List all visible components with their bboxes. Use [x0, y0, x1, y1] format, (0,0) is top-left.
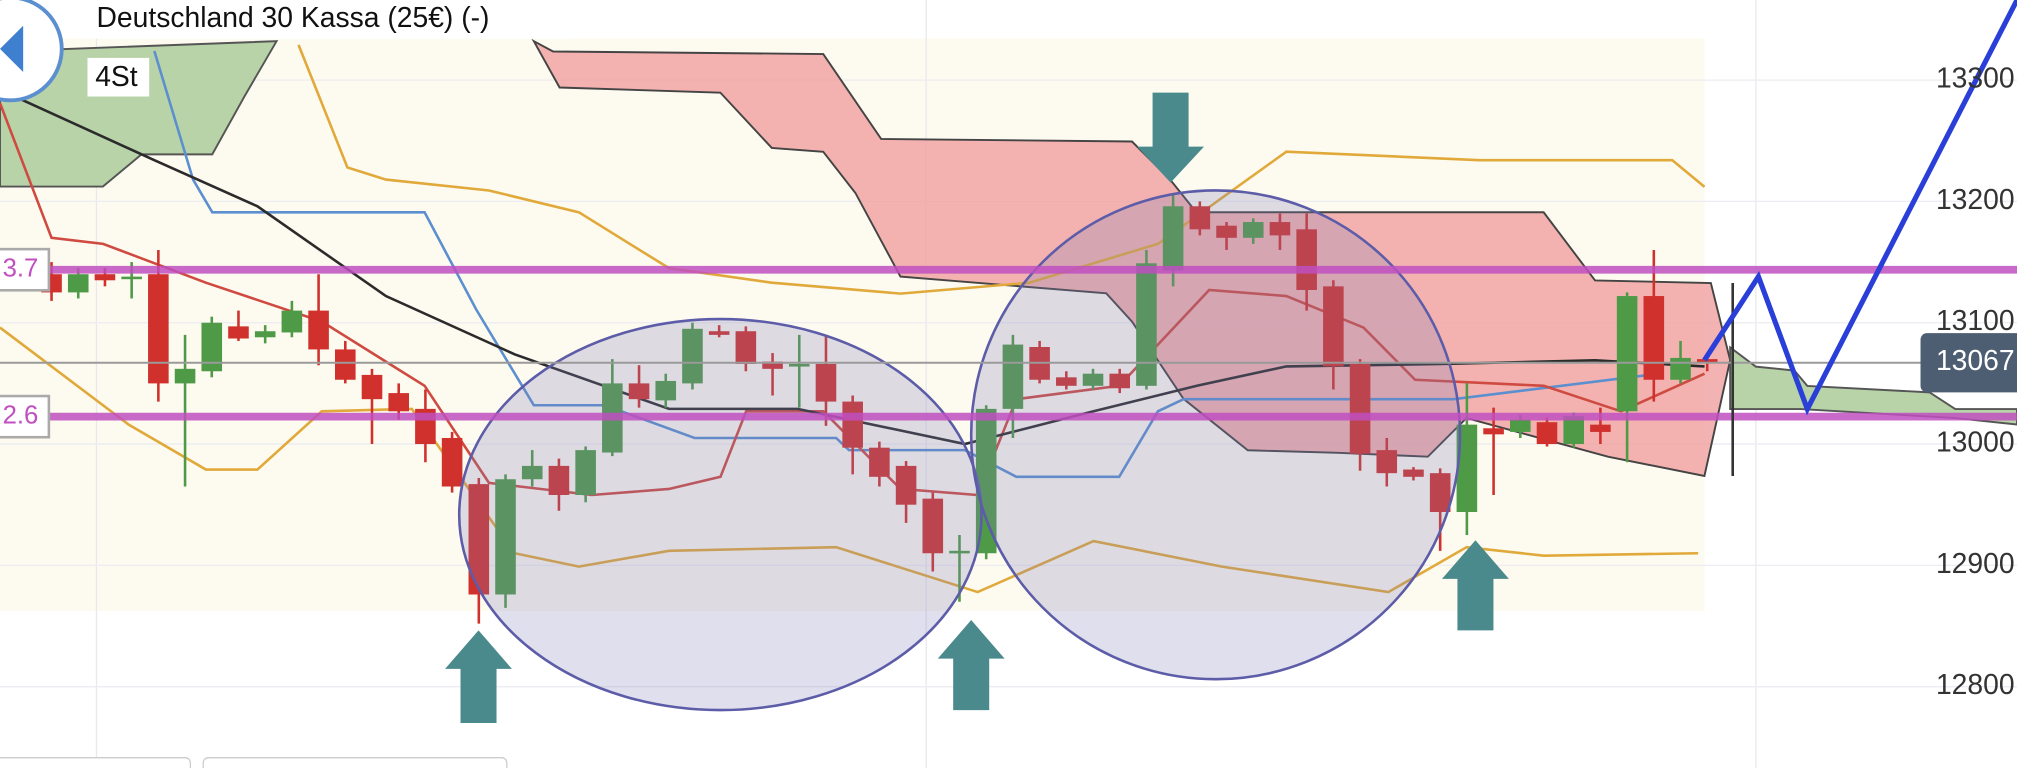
candle-body	[1483, 428, 1504, 435]
cloud-green	[0, 40, 279, 188]
tab[interactable]	[202, 757, 508, 768]
candle-body	[1536, 422, 1558, 445]
y-tick-label: 12900	[1936, 547, 2015, 579]
candle-body	[495, 479, 516, 595]
arrow-down	[1137, 92, 1205, 183]
candle-body	[1242, 222, 1264, 238]
indicator-line	[0, 88, 1705, 446]
candle-body	[1429, 473, 1451, 512]
candle-body	[788, 363, 810, 367]
candle-body	[1216, 225, 1237, 238]
candle-body	[148, 274, 169, 384]
candle-body	[1136, 263, 1157, 386]
y-tick-label: 12800	[1936, 668, 2015, 700]
candle-body	[468, 484, 490, 595]
indicator-line	[297, 44, 1706, 295]
level-label-box	[0, 394, 51, 439]
y-tick-label: 13100	[1936, 304, 2015, 336]
y-tick-label: 13200	[1936, 183, 2015, 215]
candle-body	[949, 550, 970, 554]
candle-body	[281, 310, 303, 333]
last-price-box	[1920, 333, 2017, 393]
candle-body	[1109, 373, 1131, 389]
back-button[interactable]	[0, 0, 64, 103]
candle-body	[1643, 296, 1665, 380]
candle-body	[67, 274, 89, 293]
back-icon	[0, 25, 24, 73]
candle-body	[361, 374, 383, 400]
indicator-line	[153, 50, 1660, 479]
indicator-line	[0, 102, 1706, 497]
candle-body	[334, 349, 356, 380]
timeframe: 4St	[95, 60, 138, 92]
candle-body	[308, 310, 329, 350]
candle-body	[521, 465, 543, 480]
arrow-up	[445, 630, 512, 723]
price-axis: 12800 12900 13000 13100 13200 13300 13067	[1920, 62, 2017, 700]
tab[interactable]	[0, 757, 192, 768]
arrows	[445, 92, 1509, 723]
candle-body	[441, 437, 463, 487]
candle-body	[762, 361, 783, 369]
candle-body	[815, 363, 837, 402]
candle-body	[655, 380, 677, 401]
candle-body	[922, 498, 944, 554]
arrow-up	[1442, 540, 1509, 631]
candle-body	[1456, 424, 1478, 512]
timeframe-bg	[87, 57, 150, 97]
candle-body	[201, 322, 223, 372]
candle-body	[1323, 286, 1344, 367]
candle-body	[895, 465, 917, 505]
level-label: 2.6	[3, 401, 39, 429]
candle-body	[1590, 424, 1611, 432]
candles	[41, 195, 1718, 624]
candle-body	[548, 465, 570, 496]
candle-body	[1403, 469, 1424, 477]
candle-body	[1296, 229, 1317, 290]
candle-body	[1696, 359, 1718, 363]
candle-body	[1056, 377, 1077, 386]
highlight-circle	[969, 189, 1462, 681]
candle-body	[1616, 296, 1638, 412]
levels: 3.7 2.6	[0, 247, 2017, 439]
candle-body	[94, 274, 116, 281]
candle-body	[228, 326, 249, 339]
candle-body	[708, 331, 730, 335]
cloud-green-right	[1729, 345, 2017, 426]
arrow-up	[937, 620, 1005, 711]
candle-body	[174, 368, 196, 384]
level-label: 3.7	[3, 255, 39, 283]
candle-body	[1162, 206, 1184, 271]
candle-body	[1002, 344, 1024, 409]
candle-body	[869, 447, 890, 477]
candle-body	[254, 331, 276, 338]
candle-body	[388, 393, 409, 412]
candle-body	[121, 276, 142, 280]
candle-body	[1510, 419, 1531, 432]
title-bg	[87, 0, 566, 39]
y-tick-label: 13300	[1936, 62, 2015, 94]
candle-body	[1376, 450, 1398, 474]
candle-body	[682, 328, 703, 384]
last-price-label: 13067	[1936, 344, 2015, 376]
y-tick-label: 13000	[1936, 426, 2015, 458]
candle-body	[1349, 363, 1371, 454]
candle-body	[575, 450, 596, 496]
candle-body	[1563, 416, 1584, 445]
candle-body	[1670, 357, 1691, 380]
candle-body	[1189, 206, 1211, 230]
candle-body	[1269, 222, 1291, 236]
highlight-circle	[457, 317, 983, 712]
level-label-box	[0, 247, 51, 292]
drawn-line	[1702, 0, 2017, 416]
candle-body	[628, 383, 650, 400]
candle-body	[1082, 373, 1104, 386]
candle-body	[735, 331, 757, 364]
chart-title: Deutschland 30 Kassa (25€) (-)	[96, 1, 489, 33]
